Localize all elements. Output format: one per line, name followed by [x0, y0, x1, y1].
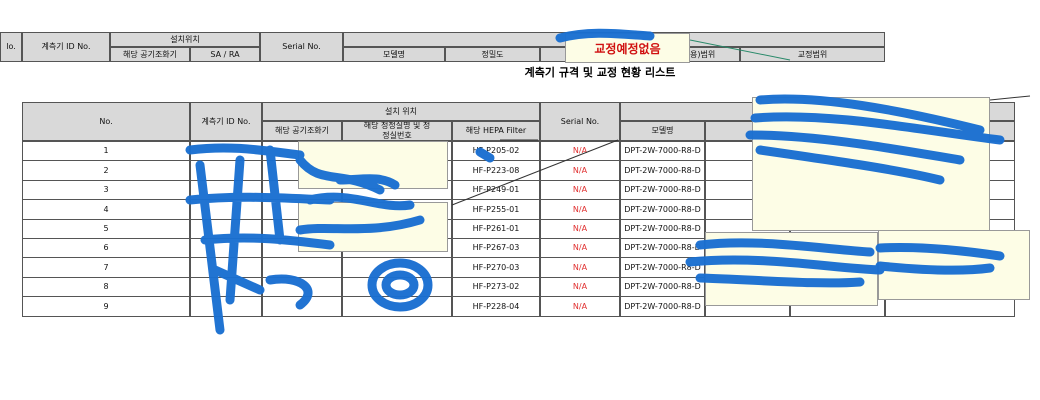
table-cell: 4 — [22, 199, 190, 220]
table-cell: 9 — [22, 296, 190, 317]
header-cell: 교정범위 — [740, 47, 885, 62]
table-cell — [190, 238, 262, 259]
header-cell: 설치 위치 — [262, 102, 540, 121]
comment-note — [878, 230, 1030, 300]
table-cell: N/A — [540, 141, 620, 162]
table-cell: N/A — [540, 199, 620, 220]
table-cell — [190, 179, 262, 201]
table-cell: HF-P205-02 — [452, 141, 540, 162]
table-cell — [190, 257, 262, 278]
table-cell — [262, 296, 342, 317]
table-cell: N/A — [540, 179, 620, 201]
table-cell: DPT-2W-7000-R8-D — [620, 160, 705, 181]
table-cell — [342, 296, 452, 317]
table-cell: N/A — [540, 276, 620, 298]
table-cell: DPT-2W-7000-R8-D — [620, 179, 705, 201]
table-cell: 7 — [22, 257, 190, 278]
table-cell: HF-P255-01 — [452, 199, 540, 220]
table-cell: DPT-2W-7000-R8-D — [620, 276, 705, 298]
header-cell: Serial No. — [540, 102, 620, 141]
table-cell — [342, 257, 452, 278]
header-cell: 모델명 — [343, 47, 445, 62]
header-cell: 계측기 ID No. — [190, 102, 262, 141]
header-cell: 정밀도 — [445, 47, 540, 62]
table-cell: HF-P249-01 — [452, 179, 540, 201]
comment-note — [752, 97, 990, 231]
table-cell: DPT-2W-7000-R8-D — [620, 141, 705, 162]
table-cell — [190, 218, 262, 239]
table-cell: DPT-2W-7000-R8-D — [620, 218, 705, 239]
header-cell: SA / RA — [190, 47, 260, 62]
table-cell: 8 — [22, 276, 190, 298]
table-cell: 3 — [22, 179, 190, 201]
table-cell — [190, 199, 262, 220]
table-cell — [262, 276, 342, 298]
table-cell: N/A — [540, 238, 620, 259]
sheet-title: 계측기 규격 및 교정 현황 리스트 — [524, 66, 676, 79]
table-cell — [190, 276, 262, 298]
table-cell: HF-P261-01 — [452, 218, 540, 239]
table-cell — [190, 160, 262, 181]
table-cell — [190, 296, 262, 317]
table-cell: DPT-2W-7000-R8-D — [620, 257, 705, 278]
table-cell: HF-P267-03 — [452, 238, 540, 259]
table-cell: HF-P223-08 — [452, 160, 540, 181]
header-cell: 계측기 ID No. — [22, 32, 110, 62]
header-cell: Serial No. — [260, 32, 343, 62]
table-cell: DPT-2W-7000-R8-D — [620, 199, 705, 220]
header-cell: 해당 공기조화기 — [110, 47, 190, 62]
table-cell: N/A — [540, 218, 620, 239]
comment-note — [298, 202, 448, 252]
comment-note — [705, 232, 878, 306]
table-cell: 2 — [22, 160, 190, 181]
table-cell: N/A — [540, 257, 620, 278]
table-cell — [342, 276, 452, 298]
table-cell — [190, 141, 262, 162]
table-cell — [262, 257, 342, 278]
table-cell: DPT-2W-7000-R8-D — [620, 238, 705, 259]
header-cell: 해당 공기조화기 — [262, 121, 342, 141]
table-cell: HF-P228-04 — [452, 296, 540, 317]
header-cell: lo. — [0, 32, 22, 62]
header-cell: No. — [22, 102, 190, 141]
header-cell: 설치위치 — [110, 32, 260, 47]
table-cell: N/A — [540, 296, 620, 317]
table-cell: HF-P273-02 — [452, 276, 540, 298]
table-cell: 6 — [22, 238, 190, 259]
table-cell: 1 — [22, 141, 190, 162]
comment-note: 교정예정없음 — [565, 33, 690, 63]
header-cell: 해당 청정실명 및 청정실번호 — [342, 121, 452, 141]
table-cell: HF-P270-03 — [452, 257, 540, 278]
header-cell: 모델명 — [620, 121, 705, 141]
table-cell: N/A — [540, 160, 620, 181]
table-cell: 5 — [22, 218, 190, 239]
comment-note — [298, 141, 448, 189]
header-cell: 해당 HEPA Filter — [452, 121, 540, 141]
table-cell: DPT-2W-7000-R8-D — [620, 296, 705, 317]
